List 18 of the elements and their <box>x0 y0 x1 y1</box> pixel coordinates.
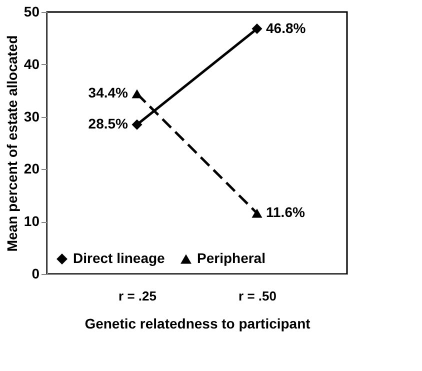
y-tick-label: 0 <box>32 266 40 282</box>
data-label: 11.6% <box>266 204 306 220</box>
x-tick-label: r = .25 <box>118 288 156 304</box>
y-axis-title: Mean percent of estate allocated <box>4 35 20 252</box>
point <box>132 119 142 130</box>
legend-label: Peripheral <box>197 250 266 266</box>
point <box>252 24 262 34</box>
x-axis-title: Genetic relatedness to participant <box>84 316 311 332</box>
y-tick-label: 10 <box>24 213 40 230</box>
data-label: 34.4% <box>88 84 129 101</box>
legend-label: Direct lineage <box>73 250 166 266</box>
y-tick-label: 30 <box>24 108 40 124</box>
data-label: 28.5% <box>88 116 129 132</box>
x-tick-label: r = .50 <box>238 288 276 304</box>
y-tick-label: 20 <box>24 160 40 177</box>
y-tick-label: 40 <box>24 56 40 72</box>
data-label: 46.8% <box>266 20 306 36</box>
y-tick-label: 50 <box>24 4 40 20</box>
